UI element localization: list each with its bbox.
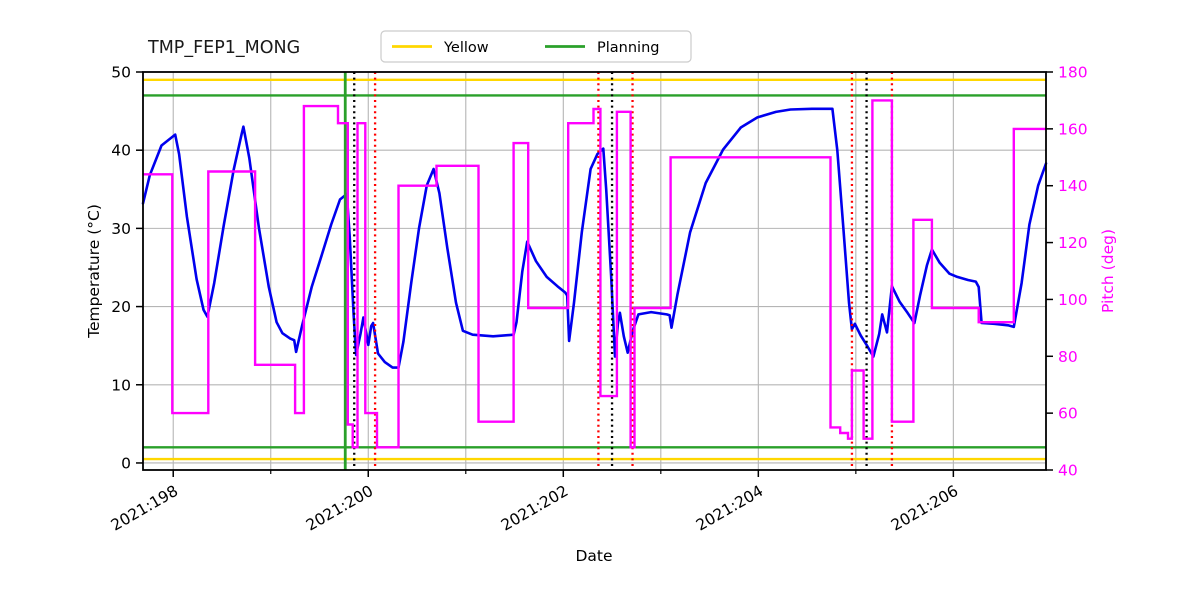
- x-axis-label: Date: [575, 547, 612, 565]
- y-left-tick-label: 10: [111, 376, 131, 394]
- y-right-tick-label: 180: [1058, 64, 1088, 82]
- y-left-tick-label: 40: [111, 142, 131, 160]
- plot-border: [142, 71, 1047, 471]
- chart-title: TMP_FEP1_MONG: [147, 38, 300, 58]
- y-left-tick-label: 20: [111, 298, 131, 316]
- legend-label-yellow: Yellow: [443, 40, 489, 56]
- y-left-axis-label: Temperature (°C): [85, 204, 103, 339]
- y-right-tick-label: 80: [1058, 348, 1078, 366]
- y-right-tick-label: 140: [1058, 177, 1088, 195]
- legend: Yellow Planning: [380, 30, 692, 63]
- y-left-tick-label: 50: [111, 64, 131, 82]
- y-right-tick-label: 40: [1058, 462, 1078, 480]
- legend-label-planning: Planning: [597, 40, 659, 56]
- limit-lines: [143, 78, 1046, 461]
- legend-box: [380, 30, 692, 63]
- y-right-tick-label: 120: [1058, 234, 1088, 252]
- y-left-tick-label: 30: [111, 220, 131, 238]
- y-right-tick-label: 60: [1058, 405, 1078, 423]
- y-right-tick-label: 160: [1058, 120, 1088, 138]
- y-left-tick-label: 0: [121, 454, 131, 472]
- y-right-tick-label: 100: [1058, 291, 1088, 309]
- y-right-axis-label: Pitch (deg): [1099, 229, 1117, 313]
- pitch-series: [143, 99, 1046, 449]
